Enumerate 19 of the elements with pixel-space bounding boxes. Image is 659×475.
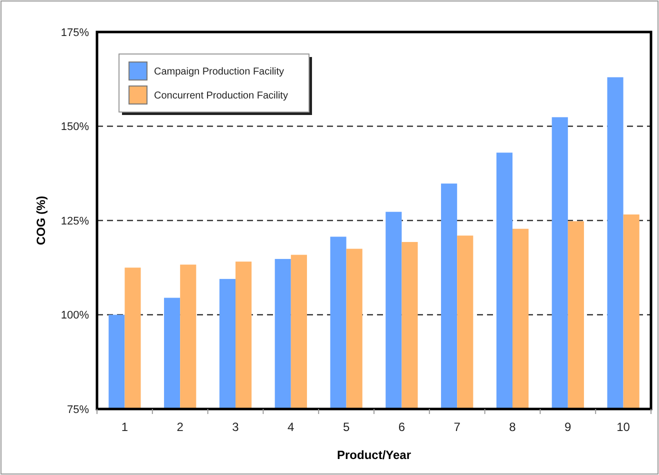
y-tick-label: 75% — [66, 404, 90, 416]
x-tick-label: 1 — [121, 420, 128, 434]
y-tick-label: 100% — [60, 310, 90, 322]
x-tick-label: 7 — [454, 420, 461, 434]
x-tick-label: 3 — [232, 420, 240, 434]
y-tick-label: 125% — [60, 215, 90, 228]
x-tick-label: 6 — [398, 420, 406, 434]
y-axis-title: COG (%) — [34, 196, 48, 246]
legend-label: Campaign Production Facility — [154, 66, 284, 78]
x-tick-label: 2 — [176, 420, 184, 434]
x-tick-label: 10 — [616, 420, 630, 434]
y-tick-label: 150% — [60, 121, 90, 134]
x-tick-label: 4 — [288, 420, 295, 434]
x-axis-title: Product/Year — [336, 448, 412, 462]
y-tick-label: 175% — [60, 26, 90, 39]
x-tick-label: 5 — [342, 420, 350, 434]
legend-label: Concurrent Production Facility — [154, 90, 288, 102]
x-tick-label: 9 — [564, 420, 572, 434]
x-tick-label: 8 — [509, 420, 516, 434]
